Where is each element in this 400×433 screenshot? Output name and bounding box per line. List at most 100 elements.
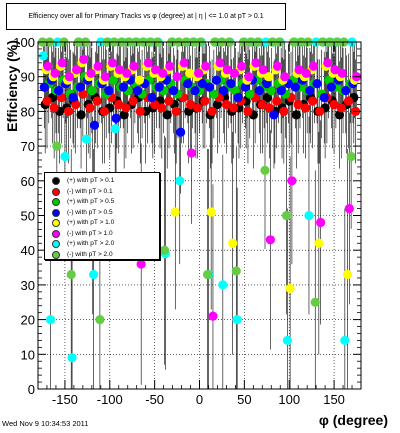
legend: (+) with pT > 0.1 (-) with pT > 0.1 (+) wi…: [44, 172, 160, 260]
x-tick-label: 50: [237, 392, 251, 407]
data-point: [93, 61, 103, 71]
data-point: [233, 92, 243, 103]
legend-marker: [52, 187, 60, 196]
data-point: [340, 335, 350, 346]
data-point: [147, 92, 157, 103]
data-point: [175, 176, 185, 186]
data-point: [222, 65, 232, 75]
data-point: [194, 68, 204, 78]
data-point: [305, 85, 315, 96]
data-point: [215, 58, 225, 68]
axis-ticks: 0 10 20 30 40 50 60 70 80 90 100 -150 -100 -50 0 50 100 1…: [13, 35, 362, 407]
legend-marker: [52, 208, 60, 217]
legend-label: (+) with pT > 1.0: [67, 219, 115, 226]
data-point: [346, 151, 356, 162]
data-point: [330, 65, 340, 75]
data-point: [212, 99, 223, 110]
data-point: [206, 207, 216, 217]
data-point: [228, 238, 238, 248]
data-point: [79, 54, 89, 64]
data-point: [341, 85, 351, 96]
data-point: [134, 75, 144, 85]
data-point: [128, 96, 138, 106]
data-point: [343, 96, 354, 106]
y-tick-label: 10: [21, 347, 35, 362]
data-point: [89, 269, 99, 280]
legend-entry: (-) with pT > 0.5: [45, 208, 159, 218]
data-point: [244, 72, 254, 82]
legend-marker: [52, 229, 60, 238]
data-point: [272, 61, 283, 71]
data-point: [279, 106, 289, 116]
legend-marker: [52, 177, 60, 185]
data-point: [263, 92, 273, 103]
data-point: [312, 79, 322, 89]
data-point: [176, 127, 186, 137]
data-point: [171, 106, 181, 116]
legend-label: (+) with pT > 0.5: [67, 198, 115, 205]
data-point: [111, 113, 121, 123]
data-point: [258, 65, 268, 75]
data-point: [193, 103, 203, 113]
data-point: [218, 280, 228, 290]
legend-entry: (+) with pT > 2.0: [45, 239, 159, 249]
data-point: [60, 151, 70, 162]
data-point: [315, 106, 325, 116]
data-point: [104, 85, 114, 96]
data-point: [110, 124, 120, 134]
data-point: [208, 311, 218, 321]
data-point: [186, 148, 197, 158]
data-point: [262, 79, 272, 89]
data-point: [337, 68, 347, 78]
data-point: [150, 99, 160, 110]
data-point: [107, 58, 118, 68]
data-point: [204, 82, 214, 92]
data-point: [293, 99, 303, 110]
data-point: [200, 96, 210, 106]
x-axis-title: φ (degree): [318, 412, 388, 428]
data-point: [269, 110, 279, 120]
data-point: [75, 82, 85, 92]
data-point: [294, 65, 304, 75]
data-point: [185, 68, 195, 78]
data-point: [135, 106, 145, 116]
data-point: [266, 85, 276, 96]
data-point: [282, 335, 293, 346]
y-tick-label: 70: [21, 139, 35, 154]
data-point: [157, 103, 167, 113]
data-point: [228, 103, 239, 113]
data-point: [164, 96, 174, 106]
y-tick-label: 100: [13, 35, 35, 50]
data-point: [122, 68, 132, 78]
legend-entry: (-) with pT > 0.1: [45, 187, 159, 197]
data-point: [190, 85, 200, 96]
data-point: [76, 110, 86, 120]
data-point: [211, 75, 222, 85]
data-point: [54, 85, 64, 96]
data-point: [64, 72, 75, 82]
y-tick-label: 0: [28, 382, 35, 397]
data-point: [232, 315, 242, 325]
data-point: [304, 210, 314, 221]
data-point: [45, 315, 56, 325]
data-point: [202, 269, 213, 280]
data-point: [71, 99, 81, 110]
data-point: [219, 85, 229, 96]
data-point: [307, 96, 318, 106]
data-point: [99, 106, 109, 116]
data-point: [245, 89, 255, 99]
data-point: [201, 61, 211, 71]
data-point: [197, 79, 207, 89]
data-point: [314, 238, 324, 248]
data-point: [132, 85, 143, 96]
data-point: [39, 82, 49, 92]
data-point: [86, 68, 96, 78]
date-stamp: Wed Nov 9 10:34:53 2011: [2, 419, 89, 428]
y-tick-label: 60: [21, 174, 35, 189]
data-point: [344, 203, 354, 214]
legend-label: (+) with pT > 2.0: [67, 240, 115, 247]
y-tick-label: 90: [21, 70, 35, 85]
data-point: [272, 96, 282, 106]
data-point: [172, 72, 182, 82]
data-point: [281, 210, 292, 221]
